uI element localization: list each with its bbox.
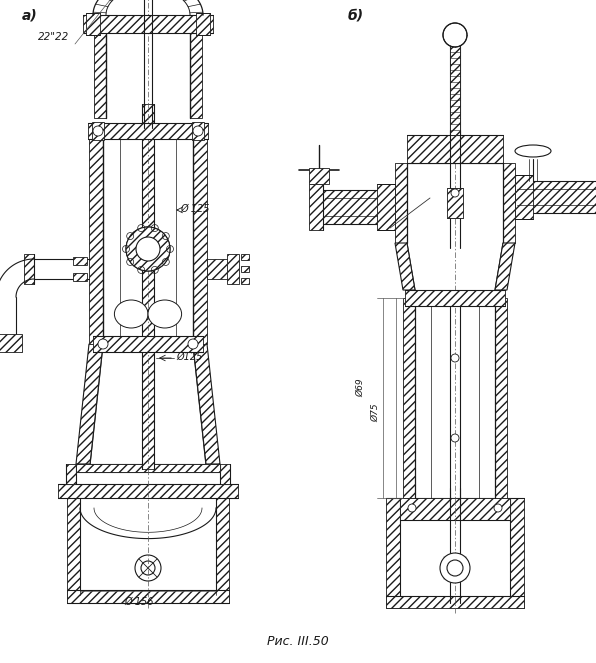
Bar (515, 175, 533, 219)
Circle shape (440, 553, 470, 583)
Bar (73, 273, 87, 281)
Bar (400, 498, 510, 520)
Circle shape (447, 560, 463, 576)
Bar (67, 498, 80, 603)
Bar (76, 464, 220, 472)
Bar (386, 498, 400, 608)
Bar (142, 104, 154, 469)
Circle shape (408, 504, 416, 512)
Text: Рис. III.50: Рис. III.50 (267, 635, 329, 648)
Polygon shape (76, 344, 103, 464)
Bar (196, 13, 210, 35)
Ellipse shape (515, 145, 551, 157)
Bar (403, 298, 415, 498)
Text: а): а) (22, 8, 38, 22)
Bar (193, 134, 207, 344)
Bar (241, 254, 249, 260)
Circle shape (126, 227, 170, 271)
Bar (92, 122, 104, 140)
Bar (207, 259, 232, 279)
Circle shape (135, 555, 161, 581)
Bar (73, 257, 87, 265)
Bar (309, 168, 329, 184)
Circle shape (193, 126, 203, 136)
Bar (407, 135, 503, 163)
Circle shape (136, 237, 160, 261)
Bar (495, 298, 507, 498)
Bar (58, 484, 238, 498)
Bar (192, 122, 204, 140)
Bar (24, 254, 34, 284)
Bar (0, 334, 22, 352)
Bar (395, 163, 407, 243)
Bar (88, 123, 208, 139)
Bar (190, 33, 202, 118)
Circle shape (188, 339, 198, 349)
Bar (241, 278, 249, 284)
Polygon shape (395, 243, 415, 290)
Circle shape (93, 126, 103, 136)
Bar (309, 184, 323, 230)
Ellipse shape (148, 300, 182, 328)
Bar (67, 590, 229, 603)
Text: Ø 125: Ø 125 (180, 204, 210, 214)
Circle shape (494, 504, 502, 512)
Bar (510, 498, 524, 608)
Bar (93, 336, 203, 352)
Text: Ø125: Ø125 (176, 352, 203, 362)
Bar (377, 184, 395, 230)
Text: Ø69: Ø69 (356, 379, 365, 397)
Text: Ø75: Ø75 (371, 404, 380, 422)
Circle shape (126, 227, 170, 271)
Bar (447, 188, 463, 218)
Circle shape (451, 434, 459, 442)
Bar (83, 15, 213, 33)
Bar (227, 254, 239, 284)
Circle shape (443, 23, 467, 47)
Bar (323, 190, 395, 224)
Bar (515, 181, 596, 213)
Bar (405, 290, 505, 306)
Bar (86, 13, 100, 35)
Bar (66, 464, 76, 484)
Circle shape (451, 189, 459, 197)
Bar (94, 33, 106, 118)
Bar (386, 596, 524, 608)
Ellipse shape (114, 300, 148, 328)
Bar (216, 498, 229, 603)
Bar (89, 134, 103, 344)
Text: 22"22: 22"22 (38, 32, 69, 42)
Bar (450, 45, 460, 135)
Bar (503, 163, 515, 243)
Bar (220, 464, 230, 484)
Text: Ø 156: Ø 156 (124, 597, 154, 607)
Circle shape (98, 339, 108, 349)
Polygon shape (495, 243, 515, 290)
Polygon shape (193, 344, 220, 464)
Text: б): б) (348, 8, 364, 22)
Circle shape (451, 354, 459, 362)
Bar (241, 266, 249, 272)
